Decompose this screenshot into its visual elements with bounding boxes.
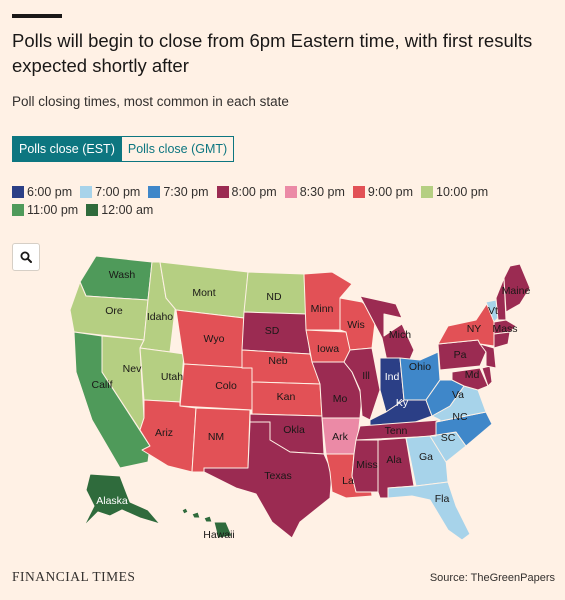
timezone-toggle: Polls close (EST) Polls close (GMT): [12, 136, 235, 162]
legend-label: 12:00 am: [101, 203, 154, 217]
legend: 6:00 pm 7:00 pm 7:30 pm 8:00 pm 8:30 pm …: [12, 185, 557, 217]
state-fl[interactable]: [387, 481, 471, 541]
state-nj[interactable]: [479, 343, 497, 369]
label-wi: Wis: [347, 319, 365, 331]
legend-item: 7:30 pm: [148, 185, 209, 199]
state-ma[interactable]: [493, 319, 517, 335]
label-me: Maine: [502, 285, 531, 297]
legend-swatch: [421, 186, 434, 198]
legend-label: 7:00 pm: [95, 185, 141, 199]
label-ar: Ark: [332, 431, 349, 443]
legend-item: 12:00 am: [86, 203, 153, 217]
chart-title: Polls will begin to close from 6pm Easte…: [12, 30, 533, 76]
label-va: Va: [452, 389, 464, 401]
state-md[interactable]: [451, 367, 489, 391]
legend-item: 6:00 pm: [12, 185, 72, 199]
label-tn: Tenn: [385, 425, 408, 437]
label-vt: Vt: [488, 305, 498, 317]
label-sd: SD: [265, 325, 280, 337]
label-ca: Calif: [91, 379, 112, 391]
label-az: Ariz: [155, 427, 173, 439]
state-il[interactable]: [343, 347, 381, 421]
legend-label: 9:00 pm: [367, 185, 414, 199]
label-fl: Fla: [435, 493, 450, 505]
legend-label: 8:00 pm: [231, 185, 277, 199]
map-search-button[interactable]: [12, 243, 40, 271]
state-ut[interactable]: [139, 347, 185, 403]
label-or: Ore: [105, 305, 123, 317]
label-md: Md: [465, 369, 480, 381]
source-note: Source: TheGreenPapers: [429, 572, 555, 584]
label-nv: Nev: [123, 363, 142, 375]
state-tx[interactable]: [203, 421, 333, 539]
label-nd: ND: [266, 291, 282, 303]
polls-close-gmt-button[interactable]: Polls close (GMT): [121, 136, 235, 162]
search-icon: [20, 251, 32, 263]
legend-swatch: [86, 204, 99, 216]
label-ne: Neb: [268, 355, 287, 367]
ft-logo: FINANCIAL TIMES: [12, 569, 136, 584]
legend-item: 7:00 pm: [80, 185, 140, 199]
label-nm: NM: [208, 431, 224, 443]
legend-label: 8:30 pm: [299, 185, 345, 199]
label-sc: SC: [441, 432, 456, 444]
state-labels: Wash Ore Calif Idaho Nev Utah Mont ND Wy…: [91, 269, 530, 541]
label-co: Colo: [215, 380, 237, 392]
label-ma: Mass: [492, 323, 517, 335]
label-ok: Okla: [283, 424, 305, 436]
label-nc: NC: [452, 411, 468, 423]
label-in: Ind: [385, 371, 400, 383]
label-ny: NY: [467, 323, 482, 335]
legend-swatch: [284, 186, 297, 198]
state-mi[interactable]: [359, 295, 415, 367]
state-hi[interactable]: [181, 507, 233, 539]
chart-subtitle: Poll closing times, most common in each …: [12, 94, 289, 109]
label-mo: Mo: [333, 393, 348, 405]
legend-label: 6:00 pm: [27, 185, 73, 199]
legend-swatch: [216, 186, 229, 198]
label-ga: Ga: [419, 451, 433, 463]
legend-item: 9:00 pm: [352, 185, 414, 199]
label-ky: Ky: [396, 397, 409, 409]
legend-swatch: [352, 186, 365, 198]
label-ak: Alaska: [96, 495, 128, 507]
legend-swatch: [148, 186, 161, 198]
state-ct[interactable]: [493, 331, 511, 349]
label-ia: Iowa: [317, 343, 339, 355]
state-az[interactable]: [139, 399, 197, 473]
legend-item: 8:30 pm: [284, 185, 345, 199]
label-wy: Wyo: [204, 333, 225, 345]
legend-swatch: [12, 186, 24, 198]
label-la: La: [342, 475, 354, 487]
label-tx: Texas: [264, 470, 291, 482]
label-mt: Mont: [192, 287, 215, 299]
title-rule: [12, 14, 62, 18]
label-mn: Minn: [311, 303, 334, 315]
legend-label: 7:30 pm: [163, 185, 209, 199]
legend-label: 10:00 pm: [436, 185, 489, 199]
label-oh: Ohio: [409, 361, 431, 373]
state-ak[interactable]: [83, 473, 161, 527]
label-hi: Hawaii: [203, 529, 235, 541]
label-ks: Kan: [277, 391, 296, 403]
label-id: Idaho: [147, 311, 173, 323]
label-ms: Miss: [356, 459, 378, 471]
legend-item: 8:00 pm: [216, 185, 277, 199]
legend-label: 11:00 pm: [27, 203, 79, 217]
polls-close-est-button[interactable]: Polls close (EST): [12, 136, 122, 162]
legend-swatch: [80, 186, 93, 198]
legend-item: 11:00 pm: [12, 203, 78, 217]
us-map: Wash Ore Calif Idaho Nev Utah Mont ND Wy…: [69, 255, 531, 541]
label-il: Ill: [362, 370, 370, 382]
legend-item: 10:00 pm: [421, 185, 488, 199]
label-pa: Pa: [454, 349, 467, 361]
label-wa: Wash: [109, 269, 136, 281]
state-me[interactable]: [503, 263, 531, 313]
legend-swatch: [12, 204, 24, 216]
label-al: Ala: [386, 454, 401, 466]
label-ut: Utah: [161, 371, 183, 383]
label-mi: Mich: [389, 329, 411, 341]
